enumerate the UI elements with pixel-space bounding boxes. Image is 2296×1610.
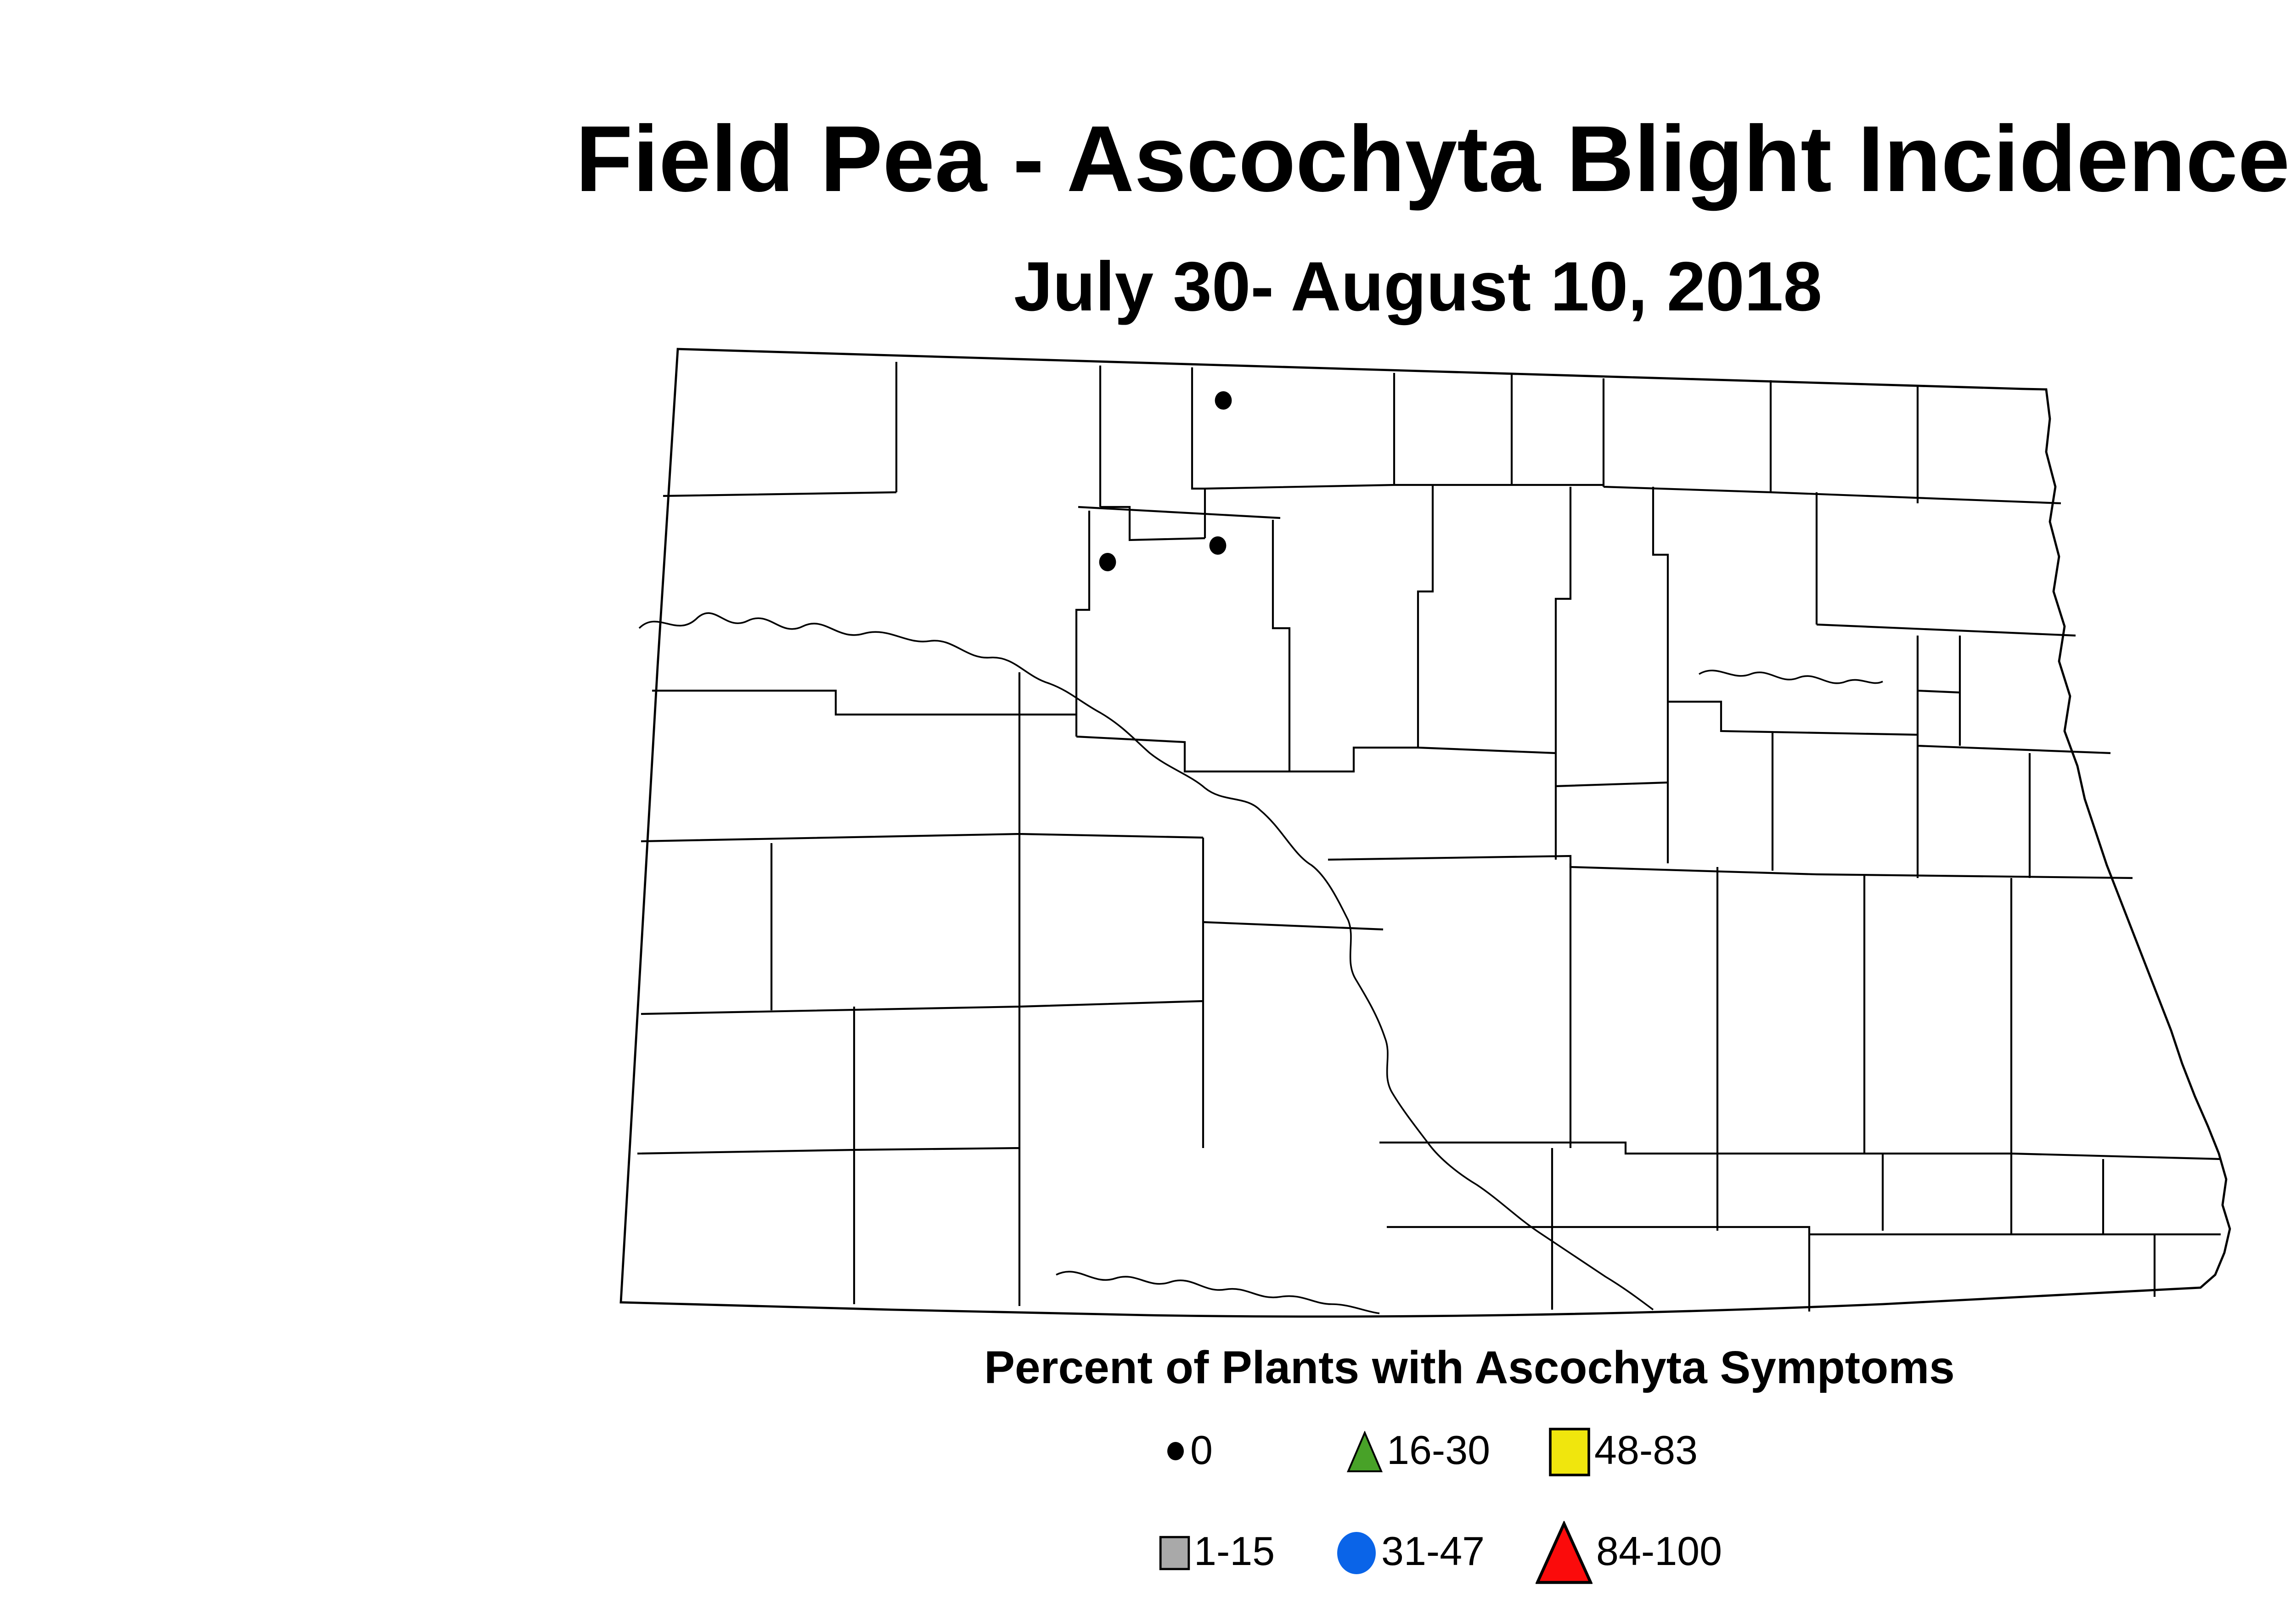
legend-title: Percent of Plants with Ascochyta Symptom… (984, 1343, 1955, 1394)
yellow-square-icon (1549, 1427, 1590, 1475)
legend-label: 48-83 (1594, 1427, 1698, 1473)
legend-label: 84-100 (1596, 1528, 1722, 1574)
page-title: Field Pea - Ascochyta Blight Incidence (575, 107, 2290, 211)
north-dakota-county-map (619, 348, 2231, 1318)
map-container (597, 312, 2274, 1346)
legend-item-1-15: 1-15 (1159, 1521, 1275, 1583)
devils-lake-line (1699, 670, 1883, 684)
blue-circle-icon (1337, 1531, 1376, 1573)
legend-item-48-83: 48-83 (1548, 1420, 1698, 1482)
legend-label: 0 (1190, 1427, 1213, 1473)
legend-label: 1-15 (1194, 1528, 1275, 1574)
county-lines-southeast (1379, 863, 2221, 1312)
state-outline (619, 348, 2231, 1318)
missouri-river-line (638, 612, 1654, 1311)
map-point-zero-2 (1209, 536, 1227, 555)
page-subtitle: July 30- August 10, 2018 (1013, 250, 1822, 327)
map-point-zero-3 (1099, 553, 1116, 571)
legend-label: 31-47 (1381, 1528, 1485, 1574)
county-lines-central (652, 485, 2133, 879)
cannonball-river-line (1056, 1271, 1380, 1314)
legend-item-0: 0 (1165, 1420, 1213, 1482)
county-lines-north (663, 362, 2061, 541)
county-lines-southwest (637, 672, 1384, 1306)
legend-item-16-30: 16-30 (1346, 1420, 1490, 1482)
green-triangle-icon (1346, 1430, 1383, 1471)
map-point-zero-1 (1215, 391, 1232, 410)
legend-label: 16-30 (1387, 1427, 1491, 1473)
legend-item-31-47: 31-47 (1335, 1521, 1485, 1583)
legend-item-84-100: 84-100 (1536, 1520, 1722, 1583)
black-dot-icon (1167, 1442, 1184, 1460)
red-triangle-icon (1536, 1520, 1593, 1583)
gray-square-icon (1159, 1535, 1190, 1570)
